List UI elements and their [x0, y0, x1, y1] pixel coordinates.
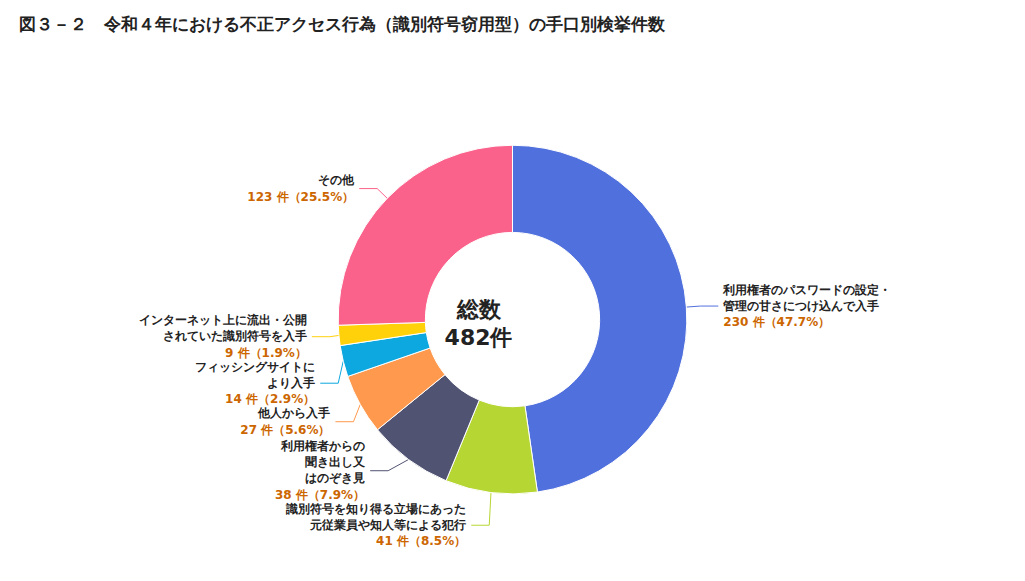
svg-text:管理の甘さにつけ込んで入手: 管理の甘さにつけ込んで入手: [722, 299, 879, 313]
svg-text:他人から入手: 他人から入手: [257, 406, 330, 420]
svg-text:識別符号を知り得る立場にあった: 識別符号を知り得る立場にあった: [285, 502, 466, 516]
svg-text:フィッシングサイトに: フィッシングサイトに: [195, 360, 315, 374]
svg-text:230 件（47.7%）: 230 件（47.7%）: [723, 315, 830, 329]
svg-text:図３－２ 令和４年における不正アクセス行為（識別符号窃用型）: 図３－２ 令和４年における不正アクセス行為（識別符号窃用型）の手口別検挙件数: [19, 14, 666, 34]
svg-text:その他: その他: [318, 173, 355, 187]
svg-text:27 件（5.6%）: 27 件（5.6%）: [240, 423, 330, 437]
svg-text:されていた識別符号を入手: されていた識別符号を入手: [163, 329, 307, 343]
svg-text:利用権者からの: 利用権者からの: [280, 439, 365, 453]
svg-text:聞き出し又: 聞き出し又: [305, 455, 366, 469]
svg-text:利用権者のパスワードの設定・: 利用権者のパスワードの設定・: [722, 283, 891, 297]
svg-text:9 件（1.9%）: 9 件（1.9%）: [225, 346, 307, 360]
svg-text:総数: 総数: [456, 297, 502, 322]
svg-text:38 件（7.9%）: 38 件（7.9%）: [275, 488, 365, 502]
svg-text:より入手: より入手: [267, 376, 315, 390]
svg-text:14 件（2.9%）: 14 件（2.9%）: [225, 392, 315, 406]
svg-text:元従業員や知人等による犯行: 元従業員や知人等による犯行: [309, 518, 466, 532]
svg-text:はのぞき見: はのぞき見: [305, 471, 365, 485]
svg-text:インターネット上に流出・公開: インターネット上に流出・公開: [139, 313, 307, 327]
svg-text:41 件（8.5%）: 41 件（8.5%）: [376, 534, 466, 548]
svg-text:482件: 482件: [445, 325, 513, 350]
svg-text:123 件（25.5%）: 123 件（25.5%）: [247, 190, 354, 204]
